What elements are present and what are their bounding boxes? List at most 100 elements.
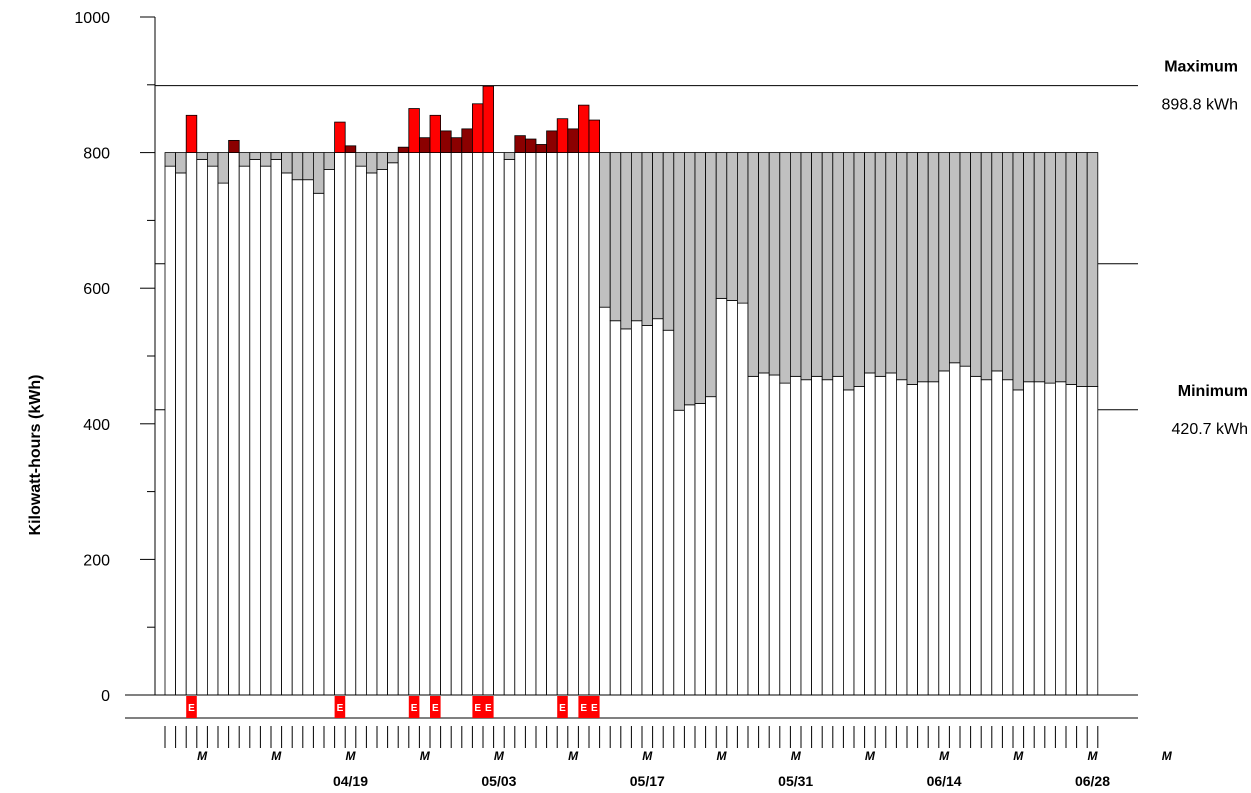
weekday-marker: M: [494, 749, 505, 763]
usage-bar: [747, 375, 760, 696]
below-baseline-segment: [291, 152, 304, 181]
estimate-marker-label: E: [559, 703, 566, 714]
above-baseline-segment: [418, 137, 431, 154]
usage-bar: [249, 158, 261, 696]
usage-bar: [1012, 389, 1025, 696]
usage-bar: [365, 172, 378, 696]
estimate-marker: [186, 696, 197, 718]
usage-bar: [673, 409, 685, 696]
below-baseline-segment: [164, 152, 177, 167]
usage-bar: [1055, 381, 1067, 696]
usage-bar: [737, 302, 749, 696]
usage-bar: [991, 370, 1003, 696]
usage-bar: [896, 379, 908, 696]
y-tick-label: 0: [101, 688, 110, 705]
usage-bar: [281, 172, 293, 696]
maximum-value: 898.8 kWh: [1162, 97, 1238, 114]
usage-bar: [450, 152, 463, 696]
below-baseline-segment: [906, 152, 919, 385]
below-baseline-segment: [832, 152, 844, 377]
y-tick-label: 1000: [74, 10, 110, 27]
usage-bar: [535, 152, 548, 696]
above-baseline-segment: [429, 114, 442, 153]
below-baseline-segment: [885, 152, 897, 374]
estimate-marker-label: E: [188, 703, 195, 714]
below-baseline-segment: [217, 152, 230, 184]
below-baseline-segment: [821, 152, 834, 381]
usage-bar: [588, 152, 601, 696]
usage-bar: [418, 152, 431, 696]
below-baseline-segment: [652, 152, 664, 320]
y-tick-label: 600: [83, 281, 110, 298]
below-baseline-segment: [747, 152, 760, 377]
estimate-marker: [334, 696, 346, 718]
below-baseline-segment: [323, 152, 336, 170]
usage-bar: [906, 384, 919, 696]
usage-bar: [291, 179, 304, 696]
usage-bar: [355, 165, 367, 696]
above-baseline-segment: [334, 121, 346, 153]
usage-bar: [217, 182, 230, 696]
below-baseline-segment: [768, 152, 781, 376]
below-baseline-segment: [758, 152, 770, 374]
below-baseline-segment: [949, 152, 961, 364]
usage-bar: [556, 152, 569, 696]
below-baseline-segment: [238, 152, 251, 167]
usage-bar: [959, 365, 972, 696]
below-baseline-segment: [737, 152, 749, 304]
above-baseline-segment: [514, 135, 526, 153]
usage-bar: [1065, 384, 1078, 696]
below-baseline-segment: [927, 152, 940, 383]
usage-bar: [853, 386, 866, 696]
usage-bar: [471, 152, 484, 696]
below-baseline-segment: [270, 152, 283, 160]
date-tick-label: 04/19: [333, 773, 368, 789]
usage-bar: [949, 362, 961, 696]
usage-bar: [482, 152, 495, 696]
weekday-marker: M: [642, 749, 653, 763]
below-baseline-segment: [1002, 152, 1014, 381]
usage-bar: [980, 379, 993, 696]
below-baseline-segment: [843, 152, 855, 391]
maximum-label: Maximum: [1164, 59, 1238, 76]
usage-bar: [694, 403, 707, 696]
usage-bar: [461, 152, 473, 696]
estimate-marker-label: E: [580, 703, 587, 714]
above-baseline-segment: [546, 130, 558, 154]
usage-bar: [874, 375, 887, 696]
below-baseline-segment: [864, 152, 876, 374]
date-tick-label: 05/03: [481, 773, 516, 789]
usage-bar: [832, 375, 844, 696]
usage-bar: [546, 152, 558, 696]
below-baseline-segment: [673, 152, 685, 411]
usage-bar: [705, 396, 717, 696]
estimate-marker-label: E: [474, 703, 481, 714]
weekday-marker: M: [197, 749, 208, 763]
usage-bar: [599, 306, 611, 696]
above-baseline-segment: [567, 128, 579, 153]
below-baseline-segment: [917, 152, 929, 383]
below-baseline-segment: [249, 152, 261, 160]
usage-bar: [1023, 381, 1035, 696]
y-axis: 0 200 400 600 800 1000: [74, 10, 1138, 719]
usage-bar: [715, 297, 728, 696]
estimate-marker-label: E: [337, 703, 344, 714]
weekday-marker: M: [1088, 749, 1099, 763]
below-baseline-segment: [175, 152, 187, 174]
weekday-marker: M: [420, 749, 431, 763]
x-axis: M M M M M M M M M M M M M M 04/19 05/03 05/17 05/31 06/14 0…: [164, 726, 1173, 789]
above-baseline-segment: [408, 108, 420, 153]
below-baseline-segment: [790, 152, 802, 377]
usage-bar: [843, 389, 855, 696]
below-baseline-segment: [1055, 152, 1067, 383]
below-baseline-segment: [312, 152, 325, 194]
below-baseline-segment: [609, 152, 622, 322]
below-baseline-segment: [1023, 152, 1035, 383]
below-baseline-segment: [1076, 152, 1088, 387]
below-baseline-segment: [970, 152, 982, 377]
above-baseline-segment: [344, 145, 357, 154]
minimum-value: 420.7 kWh: [1172, 421, 1248, 438]
estimate-marker-label: E: [432, 703, 439, 714]
below-baseline-segment: [599, 152, 611, 308]
weekday-marker: M: [346, 749, 357, 763]
